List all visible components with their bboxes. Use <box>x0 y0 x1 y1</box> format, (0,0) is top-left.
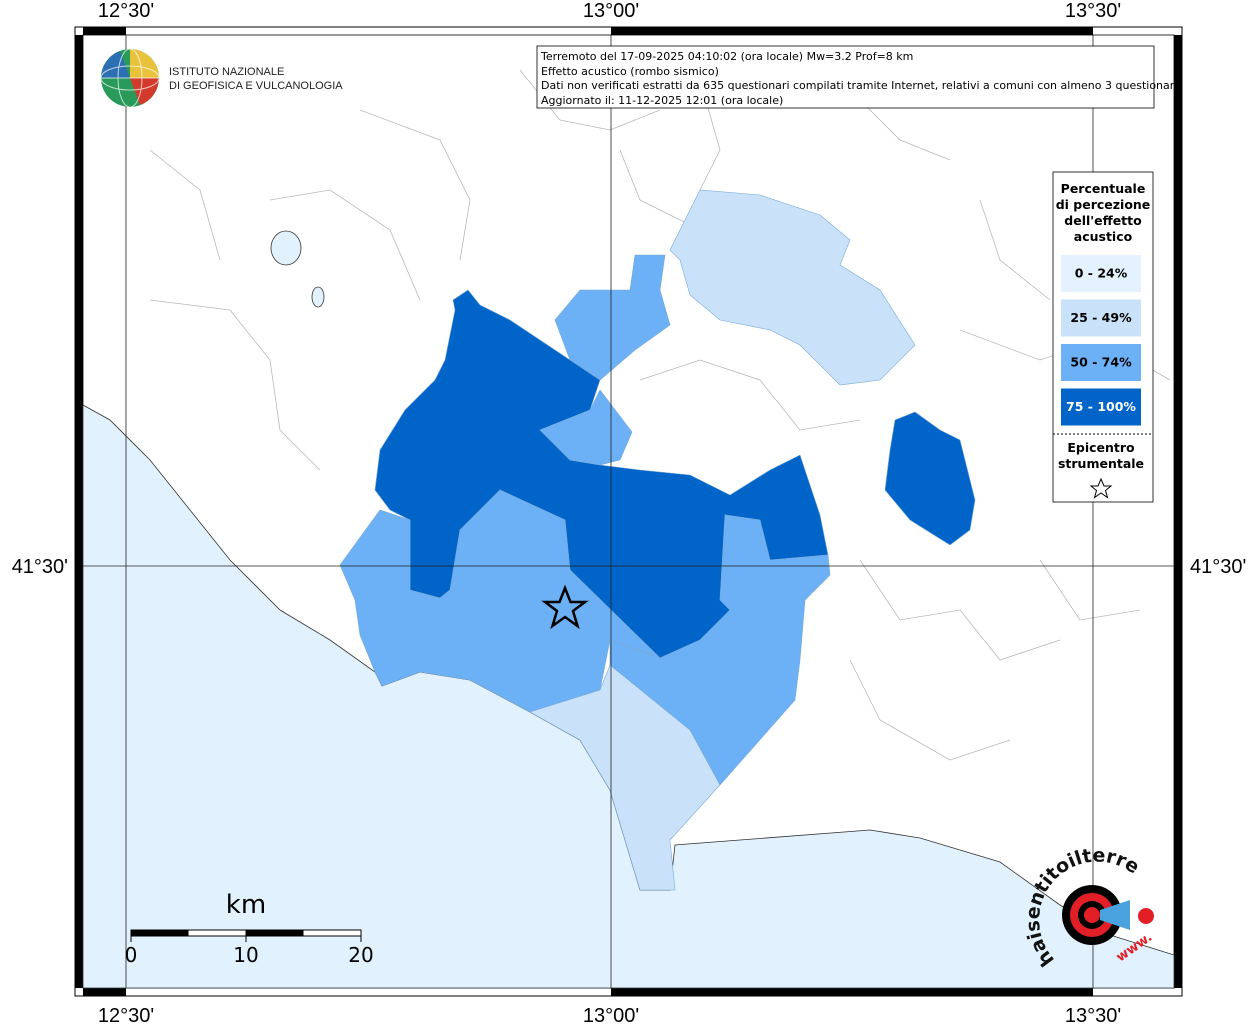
info-line: Terremoto del 17-09-2025 04:10:02 (ora l… <box>540 50 913 63</box>
info-line: Dati non verificati estratti da 635 ques… <box>541 79 1181 92</box>
legend-swatch <box>1061 299 1141 337</box>
epicenter <box>541 584 589 630</box>
legend-swatch <box>1061 344 1141 381</box>
area-dark <box>884 411 976 546</box>
legend: Percentuale di percezione dell'effetto a… <box>1052 171 1154 503</box>
logo-text: DI GEOFISICA E VULCANOLOGIA <box>169 80 343 92</box>
logo-text: ISTITUTO NAZIONALE <box>169 66 284 78</box>
legend-title: dell'effetto <box>1064 213 1142 228</box>
coord-label: 13°30' <box>1065 0 1121 22</box>
legend-title: Percentuale <box>1061 181 1146 196</box>
legend-box <box>1052 171 1154 503</box>
coord-label: 12°30' <box>98 1005 154 1024</box>
coord-label: 13°00' <box>583 1005 639 1024</box>
area-light <box>529 664 721 891</box>
legend-title: di percezione <box>1056 197 1151 212</box>
area-light <box>669 189 916 386</box>
legend-label: 0 - 24% <box>1075 266 1128 281</box>
info-line: Aggiornato il: 11-12-2025 12:01 (ora loc… <box>541 94 783 107</box>
legend-epicenter: strumentale <box>1058 456 1144 471</box>
scale-tick: 10 <box>233 943 258 967</box>
coord-label: 13°00' <box>583 0 639 22</box>
frame-checker <box>75 27 1182 996</box>
legend-title: acustico <box>1074 229 1133 244</box>
scale-bar: km 0 10 20 <box>125 890 374 967</box>
legend-swatch <box>1061 255 1141 292</box>
legend-label: 25 - 49% <box>1070 310 1132 325</box>
info-line: Effetto acustico (rombo sismico) <box>541 65 719 78</box>
info-box <box>536 45 1155 109</box>
scale-tick: 0 <box>125 943 138 967</box>
scale-unit: km <box>226 890 266 920</box>
lake <box>270 230 302 266</box>
area-medium <box>539 389 633 466</box>
coord-label: 41°30' <box>1190 556 1246 578</box>
legend-label: 75 - 100% <box>1066 399 1136 414</box>
ingv-logo: ISTITUTO NAZIONALE DI GEOFISICA E VULCAN… <box>100 48 343 108</box>
legend-label: 50 - 74% <box>1070 355 1132 370</box>
coord-label: 13°30' <box>1065 1005 1121 1024</box>
coord-label: 41°30' <box>12 556 68 578</box>
legend-star <box>1089 477 1113 499</box>
legend-epicenter: Epicentro <box>1067 440 1135 455</box>
legend-swatch <box>1061 388 1141 426</box>
lake <box>311 286 325 308</box>
scale-tick: 20 <box>348 943 373 967</box>
coord-label: 12°30' <box>98 0 154 22</box>
